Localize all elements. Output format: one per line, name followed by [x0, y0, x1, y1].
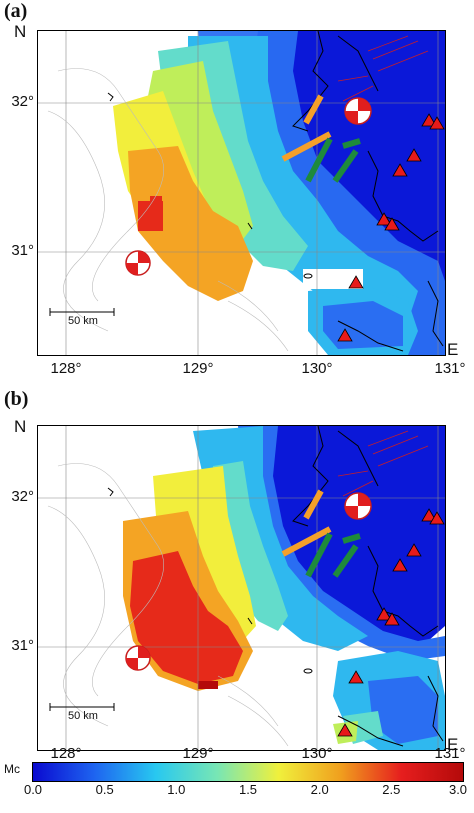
- panel-label: (b): [4, 388, 29, 410]
- colorbar-tick-label: 3.0: [448, 782, 468, 797]
- panel-a: (a) N 32° 31°: [0, 0, 474, 385]
- focal-mechanism-icon: [344, 492, 372, 520]
- coastline: [107, 31, 444, 352]
- mc-map: [38, 31, 445, 355]
- bathymetry-contours: [47, 463, 289, 747]
- panel-label: (a): [4, 0, 28, 22]
- colorbar-tick-label: 2.0: [310, 782, 329, 797]
- panel-b: (b) N 32° 31°: [0, 385, 474, 762]
- scale-bar-label: 50 km: [68, 315, 98, 327]
- lon-tick-130: 130°: [301, 745, 333, 762]
- north-label: N: [14, 22, 27, 41]
- lon-tick-129: 129°: [182, 360, 214, 377]
- scale-bar: [49, 703, 115, 711]
- east-label: E: [447, 735, 459, 754]
- north-label: N: [14, 417, 27, 436]
- volcano-icons: [337, 113, 445, 342]
- focal-mechanism-icon: [344, 97, 372, 125]
- lon-tick-128: 128°: [50, 360, 82, 377]
- mc-grid: [113, 31, 445, 355]
- lon-tick-128: 128°: [50, 745, 82, 762]
- map-frame: 50 km: [37, 30, 446, 356]
- graticule: [38, 31, 445, 355]
- colorbar-tick-label: 2.5: [382, 782, 401, 797]
- fault-lines: [281, 94, 361, 183]
- lon-tick-131: 131°: [434, 745, 466, 762]
- coastline: [107, 426, 444, 747]
- scale-bar: [49, 308, 115, 316]
- lat-tick-32: 32°: [11, 93, 34, 110]
- mc-grid: [123, 426, 445, 750]
- colorbar-tick-label: 0.5: [95, 782, 114, 797]
- lon-tick-131: 131°: [434, 360, 466, 377]
- colorbar-tick-label: 0.0: [23, 782, 43, 797]
- focal-mechanism-icon: [125, 250, 151, 276]
- lat-tick-31: 31°: [11, 242, 34, 259]
- fault-lines: [281, 489, 361, 578]
- mc-map: [38, 426, 445, 750]
- active-faults: [337, 35, 429, 102]
- colorbar-title: Mc: [4, 762, 20, 776]
- lat-tick-31: 31°: [11, 637, 34, 654]
- volcano-icons: [337, 508, 445, 737]
- focal-mechanism-icon: [125, 645, 151, 671]
- lat-tick-32: 32°: [11, 488, 34, 505]
- scale-bar-label: 50 km: [68, 710, 98, 722]
- bathymetry-contours: [47, 68, 289, 352]
- colorbar-gradient: [32, 762, 464, 782]
- colorbar: Mc 0.0 0.5 1.0 1.5 2.0 2.5 3.0: [0, 762, 474, 813]
- lon-tick-129: 129°: [182, 745, 214, 762]
- east-label: E: [447, 340, 459, 359]
- colorbar-tick-label: 1.5: [238, 782, 258, 797]
- active-faults: [337, 430, 429, 497]
- map-frame: 50 km: [37, 425, 446, 751]
- lon-tick-130: 130°: [301, 360, 333, 377]
- colorbar-tick-label: 1.0: [167, 782, 186, 797]
